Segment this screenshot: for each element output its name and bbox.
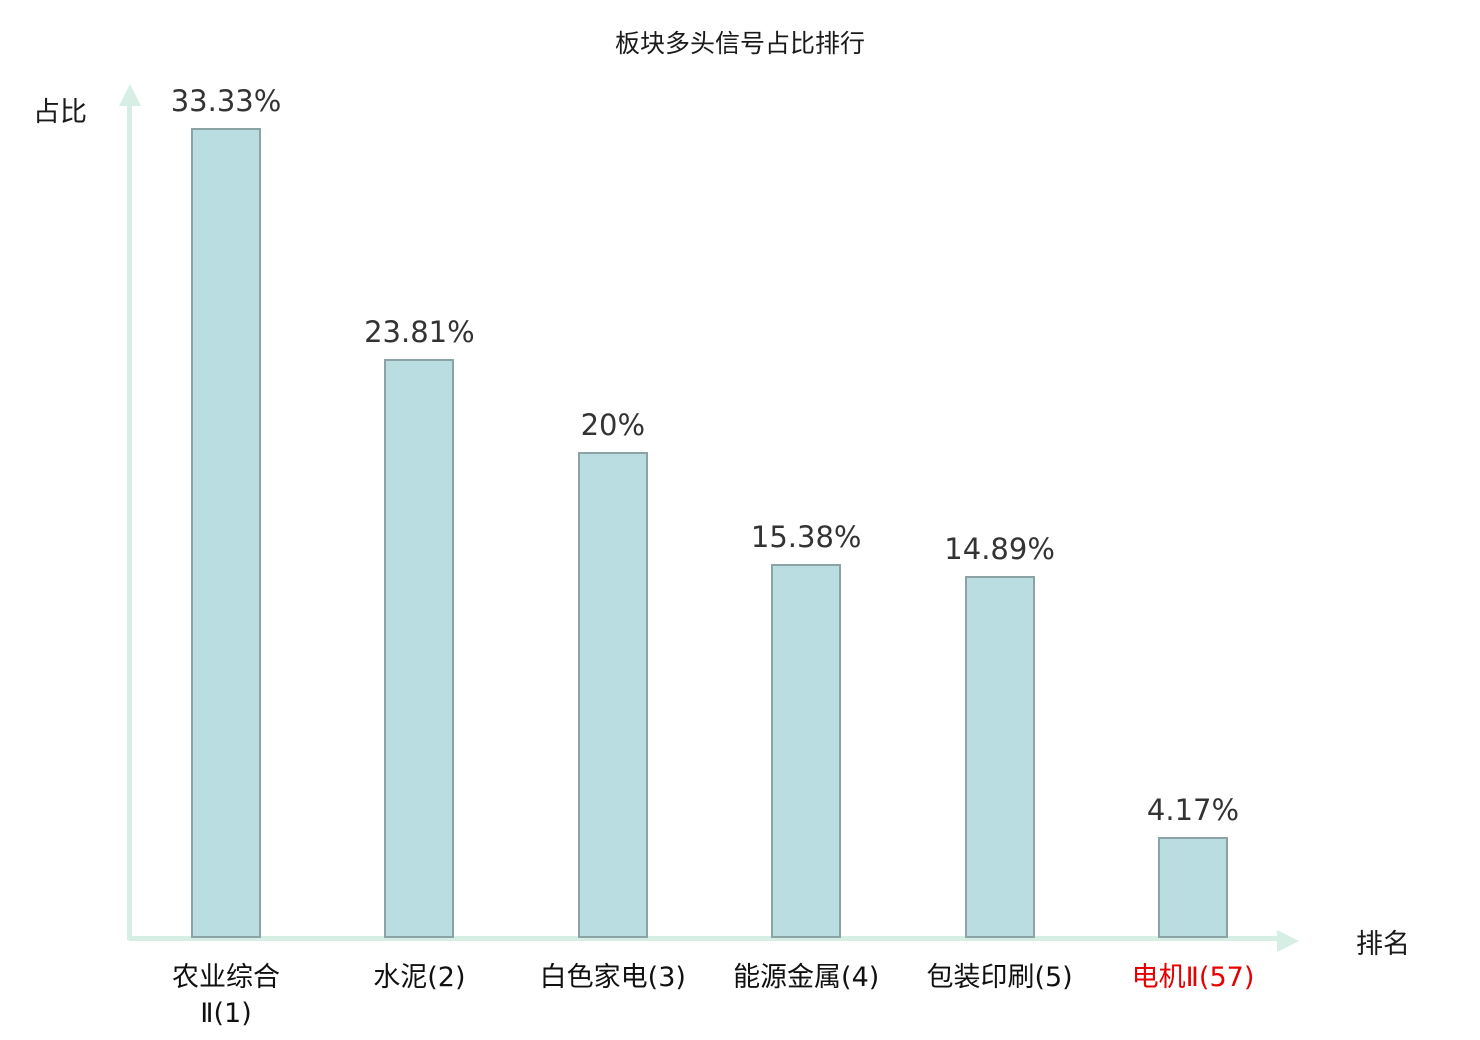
category-label: 水泥(2) <box>373 962 466 993</box>
y-axis-label: 占比 <box>33 97 87 128</box>
bar-value-label: 20% <box>580 408 646 442</box>
bar <box>1158 837 1228 938</box>
category-label: 白色家电(3) <box>539 962 686 993</box>
bar-value-label: 4.17% <box>1146 793 1240 827</box>
bar-value-label: 15.38% <box>750 520 862 554</box>
bar-value-label: 23.81% <box>364 315 475 349</box>
bar-value-label: 33.33% <box>170 84 282 118</box>
bar-value-label: 14.89% <box>944 532 1055 566</box>
y-axis-line <box>127 104 132 940</box>
bar <box>384 359 455 938</box>
chart-title: 板块多头信号占比排行 <box>614 29 865 58</box>
bar <box>771 564 842 938</box>
category-label: 包装印刷(5) <box>926 962 1073 993</box>
x-axis-arrow-right-icon <box>1277 930 1299 952</box>
y-axis-arrow-up-icon <box>118 84 141 106</box>
category-label: 能源金属(4) <box>733 962 880 993</box>
category-label: 农业综合 Ⅱ(1) <box>172 962 280 1029</box>
bar <box>191 128 261 938</box>
category-label: 电机Ⅱ(57) <box>1131 962 1255 993</box>
x-axis-label: 排名 <box>1356 929 1410 960</box>
bar <box>577 452 648 938</box>
x-axis-line <box>129 936 1279 941</box>
bar <box>964 576 1035 938</box>
